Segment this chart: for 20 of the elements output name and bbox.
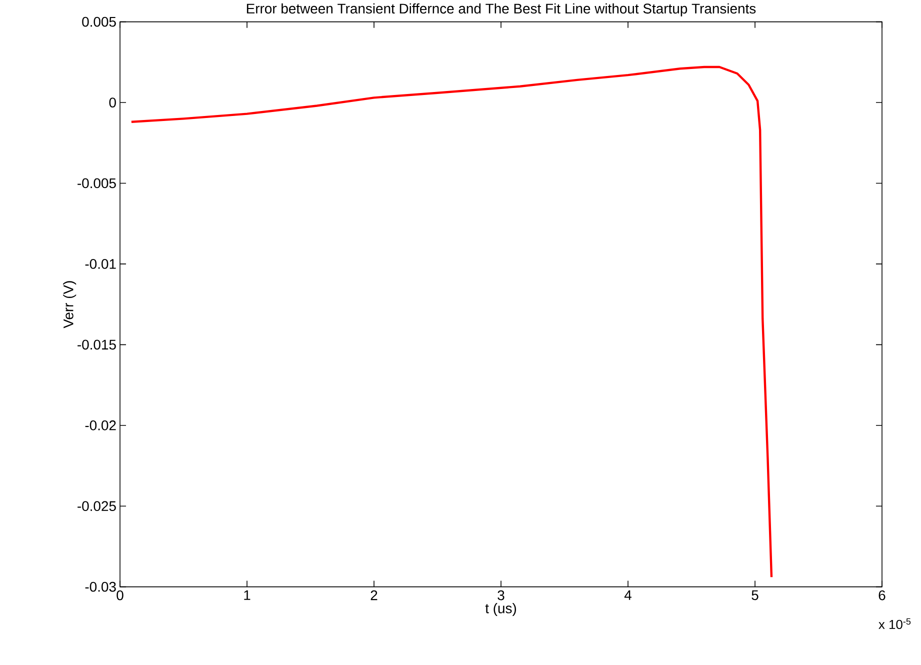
y-tick-label: -0.03 <box>85 582 116 592</box>
text: x 10$^{-5}$ <box>878 618 911 630</box>
y-tick-label: -0.01 <box>85 259 116 269</box>
y-tick-label: 0 <box>109 98 116 108</box>
x-tick-label: 2 <box>370 590 378 600</box>
x-tick-label: 4 <box>624 590 632 600</box>
x-tick-label: 3 <box>498 590 504 600</box>
x-tick-label: 6 <box>878 590 886 600</box>
y-axis-title: Verr (V) <box>63 281 76 328</box>
chart-title: Error between Transient Differnce and The Best Fit Line without Startup Transients <box>246 3 756 16</box>
y-tick-label: 0.005 <box>82 16 116 27</box>
x-tick-label: 5 <box>752 590 758 600</box>
y-tick-label: -0.025 <box>78 501 116 512</box>
x-tick-label: 0 <box>116 590 124 600</box>
x-tick-label: 1 <box>244 590 250 600</box>
y-tick-label: -0.015 <box>78 340 116 350</box>
x-axis-title: t (us) <box>485 603 516 616</box>
y-tick-label: -0.02 <box>85 420 116 430</box>
y-tick-label: -0.005 <box>78 178 116 188</box>
line-series <box>130 66 773 578</box>
